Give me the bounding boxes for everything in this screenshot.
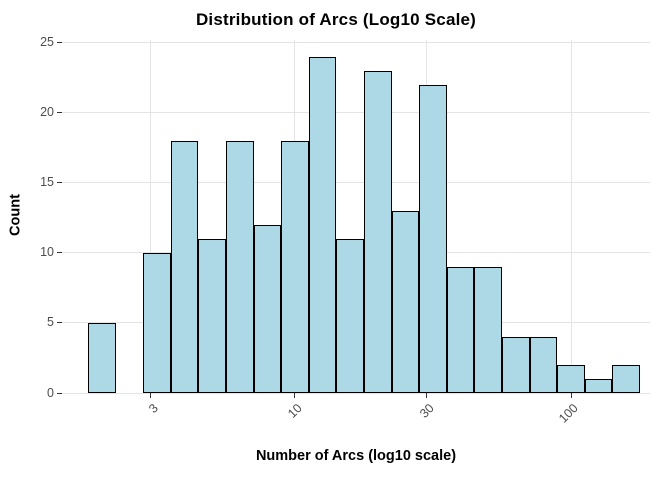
y-tick-label: 0 [47,385,54,400]
x-tick-label-text: 30 [416,401,437,421]
x-axis-title: Number of Arcs (log10 scale) [255,448,457,464]
y-tick-label: 20 [40,105,54,120]
x-tick-label-text: 3 [145,401,161,416]
histogram-bar [253,224,282,393]
y-tick-label: 15 [40,175,54,190]
histogram-bar [170,140,199,393]
histogram-bar [612,364,641,393]
x-tick-mark [294,393,296,398]
histogram-bar [308,56,337,393]
histogram-bar [198,238,226,393]
y-tick-mark [57,182,62,184]
histogram-bar [446,266,475,393]
y-tick-label: 10 [40,245,54,260]
histogram-bar [143,252,171,393]
plot-panel [62,40,650,394]
y-tick-label: 5 [47,315,54,330]
x-tick-mark [570,393,572,398]
y-tick-label: 25 [40,35,54,50]
histogram-bar [502,336,530,393]
y-tick-mark [57,252,62,254]
histogram-bar [529,336,558,393]
gridline-x [150,40,152,393]
histogram-bar [281,140,309,393]
x-tick-mark [150,393,152,398]
y-tick-mark [57,42,62,44]
histogram-bar [419,84,447,393]
gridline-y [62,42,650,44]
histogram-bar [336,238,364,393]
x-tick-label-text: 100 [556,401,581,426]
histogram-bar [584,378,613,393]
y-tick-mark [57,392,62,394]
x-tick-label-text: 10 [285,401,305,421]
gridline-y [62,182,650,184]
histogram-bar [87,322,116,393]
histogram-bar [364,70,392,393]
x-tick-mark [426,393,428,398]
gridline-x [570,40,572,393]
chart-title: Distribution of Arcs (Log10 Scale) [195,10,477,29]
histogram-bar [557,364,585,393]
gridline-y [62,392,650,394]
histogram-bar [225,140,254,393]
histogram-bar [391,210,420,393]
y-tick-mark [57,322,62,324]
y-tick-mark [57,112,62,114]
gridline-y [62,112,650,114]
histogram-bar [474,266,503,393]
